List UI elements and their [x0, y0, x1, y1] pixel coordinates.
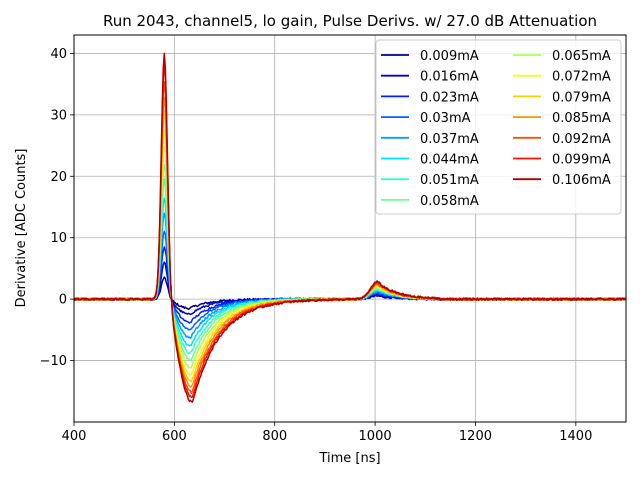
axis-ticks: 400 600 800 1000 1200 1400 −10 0 10 20 30 40 — [40, 47, 593, 444]
y-tick-label: 20 — [50, 170, 67, 185]
x-axis-title: Time [ns] — [318, 451, 380, 466]
plot-frame — [73, 34, 627, 423]
legend-label: 0.023mA — [420, 90, 479, 105]
legend-label: 0.016mA — [420, 70, 479, 85]
legend-label: 0.085mA — [552, 111, 611, 126]
plot-lines — [73, 52, 627, 403]
legend-label: 0.079mA — [552, 90, 611, 105]
legend-label: 0.03mA — [420, 111, 471, 126]
y-tick-label: 30 — [50, 108, 67, 123]
series-line — [73, 52, 627, 403]
legend-box — [375, 39, 622, 215]
legend-label: 0.009mA — [420, 49, 479, 64]
x-tick-label: 1400 — [559, 429, 592, 444]
x-tick-label: 1000 — [359, 429, 392, 444]
y-tick-label: 10 — [50, 231, 67, 246]
x-tick-label: 1200 — [459, 429, 492, 444]
y-axis-title: Derivative [ADC Counts] — [14, 149, 29, 308]
legend-label: 0.072mA — [552, 70, 611, 85]
chart-title: Run 2043, channel5, lo gain, Pulse Deriv… — [103, 12, 597, 30]
legend: 0.009mA 0.016mA 0.023mA 0.03mA 0.037mA 0.044m… — [375, 39, 622, 215]
y-tick-label: 0 — [59, 293, 67, 308]
x-tick-label: 400 — [62, 429, 87, 444]
x-tick-label: 600 — [162, 429, 187, 444]
y-tick-label: −10 — [40, 354, 67, 369]
legend-label: 0.044mA — [420, 153, 479, 168]
legend-label: 0.065mA — [552, 49, 611, 64]
legend-label: 0.037mA — [420, 132, 479, 147]
legend-label: 0.099mA — [552, 153, 611, 168]
legend-label: 0.051mA — [420, 173, 479, 188]
legend-label: 0.058mA — [420, 194, 479, 209]
legend-label: 0.092mA — [552, 132, 611, 147]
x-tick-label: 800 — [262, 429, 287, 444]
y-tick-label: 40 — [50, 47, 67, 62]
legend-label: 0.106mA — [552, 173, 611, 188]
